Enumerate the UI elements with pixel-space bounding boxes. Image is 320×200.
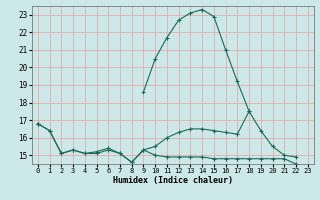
X-axis label: Humidex (Indice chaleur): Humidex (Indice chaleur) xyxy=(113,176,233,185)
